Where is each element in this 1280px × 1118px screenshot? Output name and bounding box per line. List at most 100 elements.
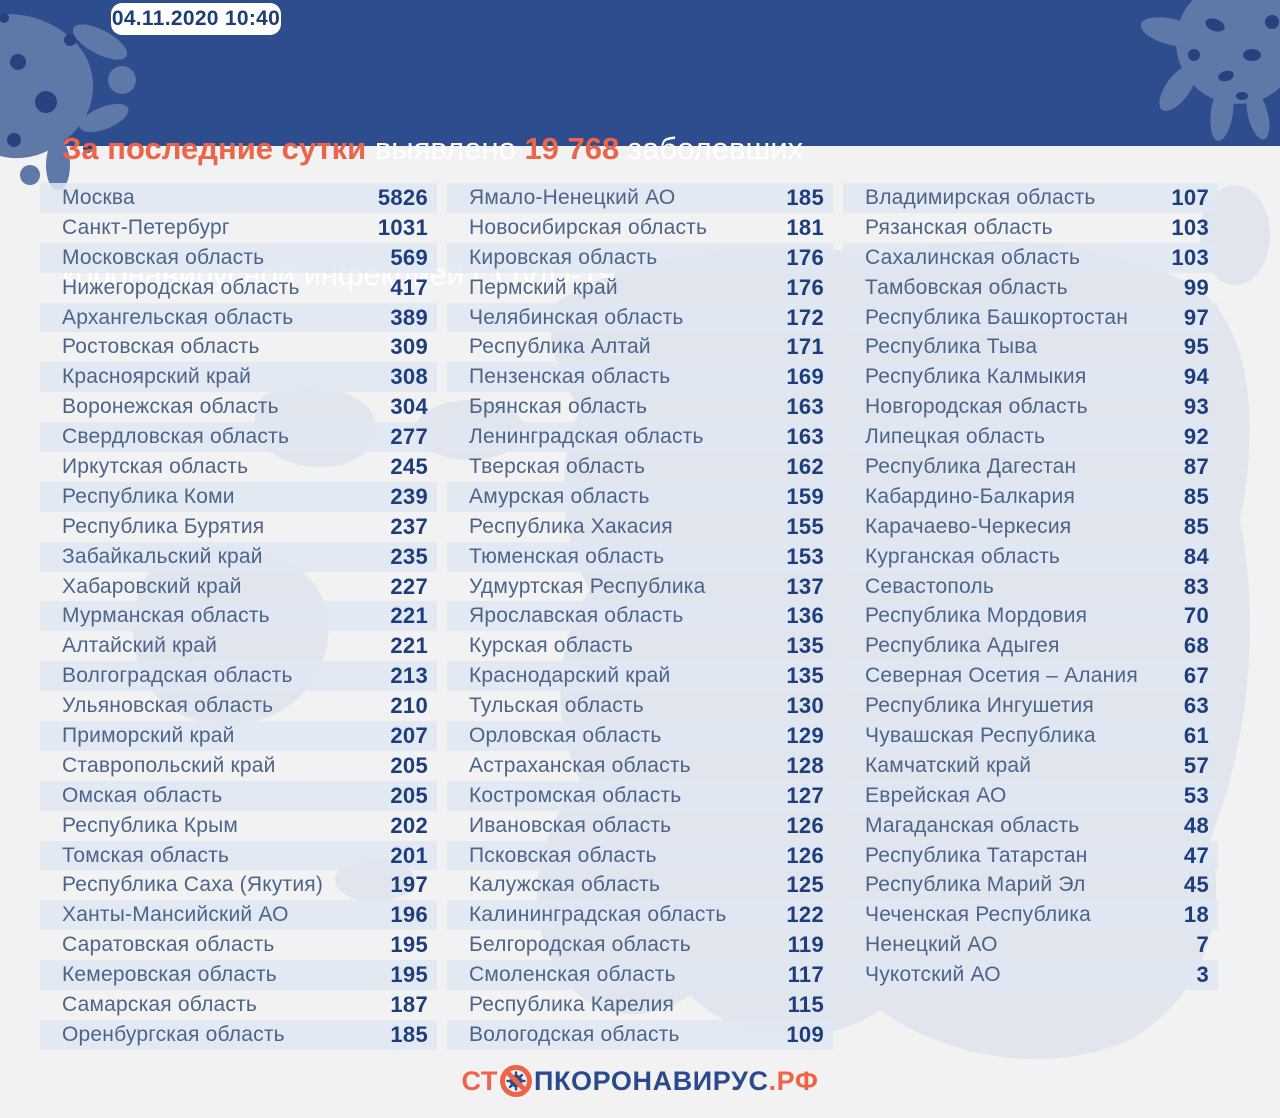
table-row: Астраханская область 128: [447, 751, 833, 781]
region-value: 304: [390, 394, 428, 420]
region-name: Республика Карелия: [469, 992, 675, 1016]
table-row: Чукотский АО 3: [843, 960, 1218, 991]
table-row: Республика Дагестан 87: [843, 452, 1218, 482]
region-value: 239: [390, 483, 428, 509]
table-row: Алтайский край 221: [40, 631, 437, 661]
table-row: Санкт-Петербург 1031: [40, 213, 437, 243]
region-name: Владимирская область: [865, 185, 1096, 209]
table-row: Оренбургская область 185: [40, 1019, 437, 1050]
region-name: Новгородская область: [865, 395, 1088, 419]
region-value: 201: [390, 842, 428, 868]
region-value: 57: [1183, 752, 1209, 778]
region-value: 115: [787, 991, 824, 1017]
table-row: Брянская область 163: [447, 392, 833, 422]
table-row: Кировская область 176: [447, 242, 833, 273]
table-row: Чеченская Республика 18: [843, 900, 1218, 931]
region-value: 83: [1183, 573, 1209, 599]
region-value: 87: [1183, 453, 1209, 479]
table-row: Нижегородская область 417: [40, 273, 437, 303]
region-name: Амурская область: [469, 484, 650, 508]
region-value: 128: [786, 752, 824, 778]
table-row: Калининградская область 122: [447, 900, 833, 931]
region-name: Томская область: [62, 843, 230, 867]
region-value: 18: [1183, 902, 1209, 928]
region-name: Республика Коми: [62, 484, 235, 508]
table-row: Волгоградская область 213: [40, 661, 437, 692]
table-row: Костромская область 127: [447, 780, 833, 811]
region-value: 137: [786, 573, 824, 599]
region-name: Свердловская область: [62, 425, 290, 449]
region-value: 7: [1196, 932, 1209, 958]
table-row: Омская область 205: [40, 780, 437, 811]
region-value: 210: [390, 693, 428, 719]
region-value: 135: [786, 633, 824, 659]
region-value: 207: [390, 722, 428, 748]
region-name: Севастополь: [865, 574, 994, 598]
region-name: Пермский край: [469, 275, 618, 299]
region-name: Ленинградская область: [469, 425, 704, 449]
table-row: Республика Бурятия 237: [40, 512, 437, 542]
table-row: Томская область 201: [40, 840, 437, 871]
region-value: 213: [390, 663, 428, 689]
table-row: Еврейская АО 53: [843, 780, 1218, 811]
region-name: Тверская область: [469, 454, 646, 478]
region-name: Кемеровская область: [62, 963, 277, 987]
region-value: 70: [1183, 603, 1209, 629]
region-name: Ярославская область: [469, 604, 684, 628]
table-row: Республика Коми 239: [40, 481, 437, 512]
table-row: Курская область 135: [447, 631, 833, 661]
region-value: 1031: [377, 214, 428, 240]
region-value: 195: [390, 932, 428, 958]
region-value: 95: [1183, 334, 1209, 360]
logo-mid: ПКОРОНАВИРУС: [533, 1065, 769, 1096]
table-row: Новосибирская область 181: [447, 213, 833, 243]
region-name: Ханты-Мансийский АО: [62, 903, 289, 927]
table-row: Краснодарский край 135: [447, 661, 833, 692]
region-value: 67: [1183, 663, 1209, 689]
region-name: Ульяновская область: [62, 694, 274, 718]
table-row: Пензенская область 169: [447, 362, 833, 393]
table-row: Самарская область 187: [40, 990, 437, 1020]
table-row: Вологодская область 109: [447, 1019, 833, 1050]
table-row: Республика Башкортостан 97: [843, 302, 1218, 333]
region-name: Вологодская область: [469, 1022, 680, 1046]
region-value: 205: [390, 782, 428, 808]
region-name: Республика Калмыкия: [865, 365, 1087, 389]
headline-highlight-count: 19 768: [524, 131, 620, 166]
region-name: Астраханская область: [469, 753, 691, 777]
table-row: Республика Крым 202: [40, 811, 437, 841]
region-value: 47: [1183, 842, 1209, 868]
table-row: Псковская область 126: [447, 840, 833, 871]
region-value: 53: [1183, 782, 1209, 808]
region-value: 125: [786, 872, 824, 898]
table-row: Мурманская область 221: [40, 601, 437, 632]
table-row: Владимирская область 107: [843, 183, 1218, 213]
region-value: 389: [390, 304, 428, 330]
table-row: Новгородская область 93: [843, 392, 1218, 422]
region-value: 569: [390, 244, 428, 270]
headline-highlight-period: За последние сутки: [62, 131, 367, 166]
table-row: Республика Адыгея 68: [843, 631, 1218, 661]
region-name: Саратовская область: [62, 933, 275, 957]
region-value: 159: [786, 483, 824, 509]
region-value: 155: [786, 513, 824, 539]
region-value: 99: [1183, 274, 1209, 300]
table-row: Чувашская Республика 61: [843, 721, 1218, 751]
table-row: Севастополь 83: [843, 572, 1218, 602]
region-name: Чукотский АО: [865, 963, 1001, 987]
region-name: Красноярский край: [62, 365, 252, 389]
header-banner: 04.11.2020 10:40 За последние сутки выяв…: [0, 0, 1280, 292]
region-value: 202: [390, 812, 428, 838]
region-name: Орловская область: [469, 723, 662, 747]
table-row: Калужская область 125: [447, 870, 833, 900]
region-name: Калужская область: [469, 873, 661, 897]
table-row: Ростовская область 309: [40, 332, 437, 362]
virus-splat-right-icon: [1140, 0, 1280, 141]
region-value: 205: [390, 752, 428, 778]
region-name: Ростовская область: [62, 335, 260, 359]
footer-logo: СТ ПКОРОНАВИРУС .РФ: [461, 1064, 818, 1098]
region-name: Волгоградская область: [62, 664, 293, 688]
region-name: Белгородская область: [469, 933, 691, 957]
region-name: Алтайский край: [62, 634, 218, 658]
